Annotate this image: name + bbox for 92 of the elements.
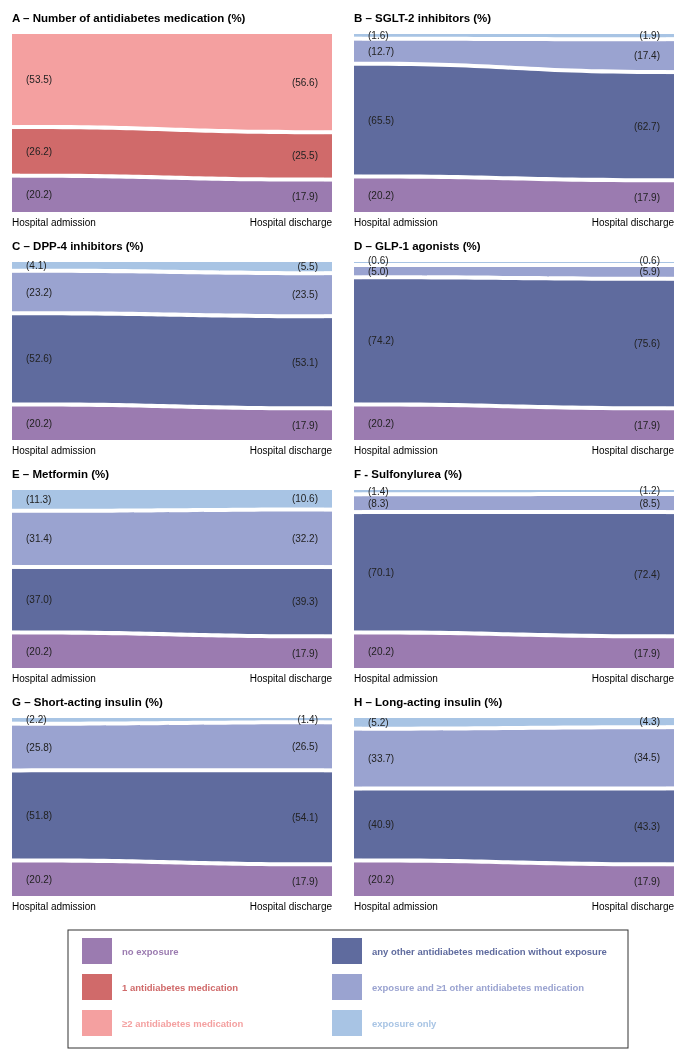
- data-label: (11.3): [26, 493, 52, 505]
- data-label: (12.7): [368, 45, 395, 57]
- data-label: (40.9): [368, 819, 395, 831]
- category-label: Hospital discharge: [591, 901, 675, 912]
- text: D – GLP-1 agonists (%): [354, 240, 481, 252]
- data-label: (5.0): [368, 265, 389, 277]
- data-label: (17.9): [633, 875, 660, 887]
- data-label: (4.3): [639, 716, 660, 728]
- category-label: Hospital admission: [354, 901, 438, 912]
- data-label: (53.1): [291, 356, 318, 368]
- data-label: (23.2): [26, 286, 53, 298]
- data-label: (2.2): [26, 714, 47, 726]
- data-label: (65.5): [368, 114, 395, 126]
- data-label: (75.6): [633, 338, 660, 350]
- category-label: Hospital admission: [12, 901, 96, 912]
- category-label: Hospital discharge: [249, 901, 333, 912]
- category-label: Hospital discharge: [249, 673, 333, 684]
- data-label: (20.2): [368, 645, 395, 657]
- text: ≥2 antidiabetes medication: [122, 1018, 244, 1029]
- data-label: (10.6): [291, 493, 318, 505]
- data-label: (32.2): [291, 532, 318, 544]
- text: A – Number of antidiabetes medication (%): [12, 12, 246, 24]
- text: E – Metformin (%): [12, 468, 110, 480]
- category-label: Hospital admission: [354, 445, 438, 456]
- data-label: (1.6): [368, 29, 389, 41]
- data-label: (33.7): [368, 753, 395, 765]
- data-label: (17.9): [291, 191, 318, 203]
- data-label: (31.4): [26, 533, 53, 545]
- data-label: (23.5): [291, 289, 318, 301]
- data-label: (70.1): [368, 566, 395, 578]
- text: F - Sulfonylurea (%): [354, 468, 463, 480]
- data-label: (26.5): [291, 740, 318, 752]
- category-label: Hospital admission: [354, 673, 438, 684]
- data-label: (54.1): [291, 811, 318, 823]
- data-label: (39.3): [291, 596, 318, 608]
- data-label: (34.5): [633, 752, 660, 764]
- data-label: (74.2): [368, 335, 395, 347]
- data-label: (62.7): [633, 120, 660, 132]
- data-label: (4.1): [26, 259, 47, 271]
- data-label: (17.9): [633, 419, 660, 431]
- data-label: (0.6): [368, 254, 389, 266]
- data-label: (20.2): [368, 189, 395, 201]
- category-label: Hospital discharge: [591, 217, 675, 228]
- data-label: (8.3): [368, 497, 389, 509]
- category-label: Hospital admission: [12, 217, 96, 228]
- category-label: Hospital discharge: [591, 673, 675, 684]
- text: B – SGLT-2 inhibitors (%): [354, 12, 492, 24]
- data-label: (5.2): [368, 716, 389, 728]
- category-label: Hospital discharge: [249, 217, 333, 228]
- data-label: (5.9): [639, 266, 660, 278]
- data-label: (37.0): [26, 594, 53, 606]
- data-label: (5.5): [297, 261, 318, 273]
- category-label: Hospital admission: [354, 217, 438, 228]
- text: C – DPP-4 inhibitors (%): [12, 240, 144, 252]
- category-label: Hospital discharge: [249, 445, 333, 456]
- data-label: (17.9): [633, 647, 660, 659]
- data-label: (20.2): [26, 873, 53, 885]
- data-label: (52.6): [26, 353, 53, 365]
- data-label: (72.4): [633, 568, 660, 580]
- data-label: (25.8): [26, 741, 53, 753]
- data-label: (51.8): [26, 809, 53, 821]
- data-label: (26.2): [26, 145, 53, 157]
- text: exposure and ≥1 other antidiabetes medication: [372, 982, 585, 993]
- data-label: (1.4): [368, 485, 389, 497]
- text: any other antidiabetes medication without exposure: [372, 946, 607, 957]
- data-label: (1.2): [639, 485, 660, 497]
- data-label: (20.2): [368, 417, 395, 429]
- category-label: Hospital discharge: [591, 445, 675, 456]
- data-label: (8.5): [639, 497, 660, 509]
- data-label: (20.2): [26, 645, 53, 657]
- data-label: (53.5): [26, 74, 53, 86]
- text: G – Short-acting insulin (%): [12, 696, 163, 708]
- text: exposure only: [372, 1018, 438, 1029]
- category-label: Hospital admission: [12, 673, 96, 684]
- category-label: Hospital admission: [12, 445, 96, 456]
- text: no exposure: [122, 946, 179, 957]
- data-label: (25.5): [291, 150, 318, 162]
- data-label: (17.9): [291, 647, 318, 659]
- data-label: (17.9): [291, 419, 318, 431]
- data-label: (20.2): [26, 189, 53, 201]
- data-label: (56.6): [291, 76, 318, 88]
- text: H – Long-acting insulin (%): [354, 696, 503, 708]
- data-label: (17.4): [633, 50, 660, 62]
- text: 1 antidiabetes medication: [122, 982, 239, 993]
- data-label: (17.9): [633, 191, 660, 203]
- data-label: (17.9): [291, 875, 318, 887]
- data-label: (43.3): [633, 820, 660, 832]
- data-label: (0.6): [639, 255, 660, 267]
- data-label: (20.2): [26, 417, 53, 429]
- data-label: (20.2): [368, 873, 395, 885]
- data-label: (1.9): [639, 30, 660, 42]
- data-label: (1.4): [297, 713, 318, 725]
